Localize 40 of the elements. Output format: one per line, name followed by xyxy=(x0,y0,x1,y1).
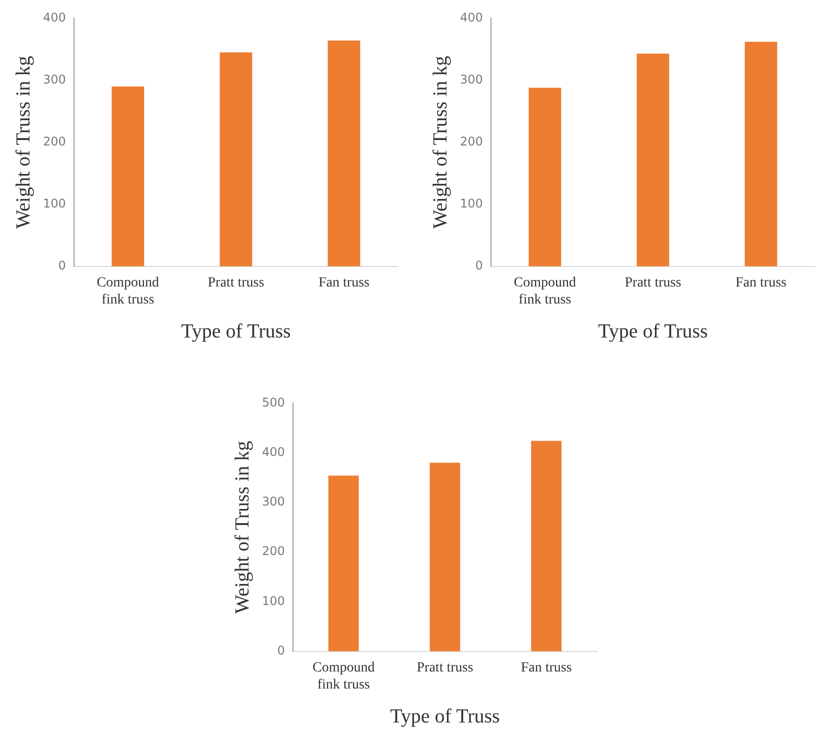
y-tick-label: 400 xyxy=(262,444,284,459)
y-tick-label: 500 xyxy=(262,395,284,410)
y-tick-label: 300 xyxy=(262,494,284,509)
y-tick-label: 0 xyxy=(475,258,483,273)
x-tick-label: Pratt truss xyxy=(624,275,682,290)
bar xyxy=(429,462,460,652)
x-tick-label: Compound fink truss xyxy=(96,275,160,308)
y-tick-label: 300 xyxy=(43,72,66,86)
bar xyxy=(328,476,358,652)
bar xyxy=(528,88,562,266)
x-axis-title: Type of Truss xyxy=(598,320,708,342)
y-tick-label: 100 xyxy=(460,196,483,210)
x-axis-title: Type of Truss xyxy=(181,320,292,342)
y-tick-label: 0 xyxy=(276,644,284,658)
x-tick-label: Pratt truss xyxy=(208,275,264,290)
y-tick-label: 300 xyxy=(460,72,483,86)
bar xyxy=(220,52,252,266)
y-tick-label: 100 xyxy=(43,196,66,210)
y-axis-title: Weight of Truss in kg xyxy=(230,440,253,614)
x-tick-label: Pratt truss xyxy=(416,660,473,676)
x-tick-label: Compound fink truss xyxy=(514,275,576,308)
y-tick-label: 200 xyxy=(460,134,483,148)
y-tick-label: 400 xyxy=(43,10,66,24)
y-tick-label: 100 xyxy=(262,594,284,608)
y-tick-label: 200 xyxy=(262,544,284,558)
y-tick-label: 0 xyxy=(58,258,66,273)
bar xyxy=(636,54,670,266)
bar xyxy=(112,86,144,266)
y-tick-label: 200 xyxy=(43,134,66,148)
y-axis-title: Weight of Truss in kg xyxy=(12,56,34,229)
x-tick-label: Fan truss xyxy=(318,275,370,290)
x-axis-title: Type of Truss xyxy=(390,705,500,728)
x-tick-label: Compound fink truss xyxy=(312,660,374,692)
bar xyxy=(530,440,562,652)
x-tick-label: Fan truss xyxy=(520,660,572,676)
bar xyxy=(744,42,778,266)
x-tick-label: Fan truss xyxy=(736,275,786,290)
bar xyxy=(328,40,360,266)
y-axis-title: Weight of Truss in kg xyxy=(429,56,452,229)
y-tick-label: 400 xyxy=(460,10,483,24)
